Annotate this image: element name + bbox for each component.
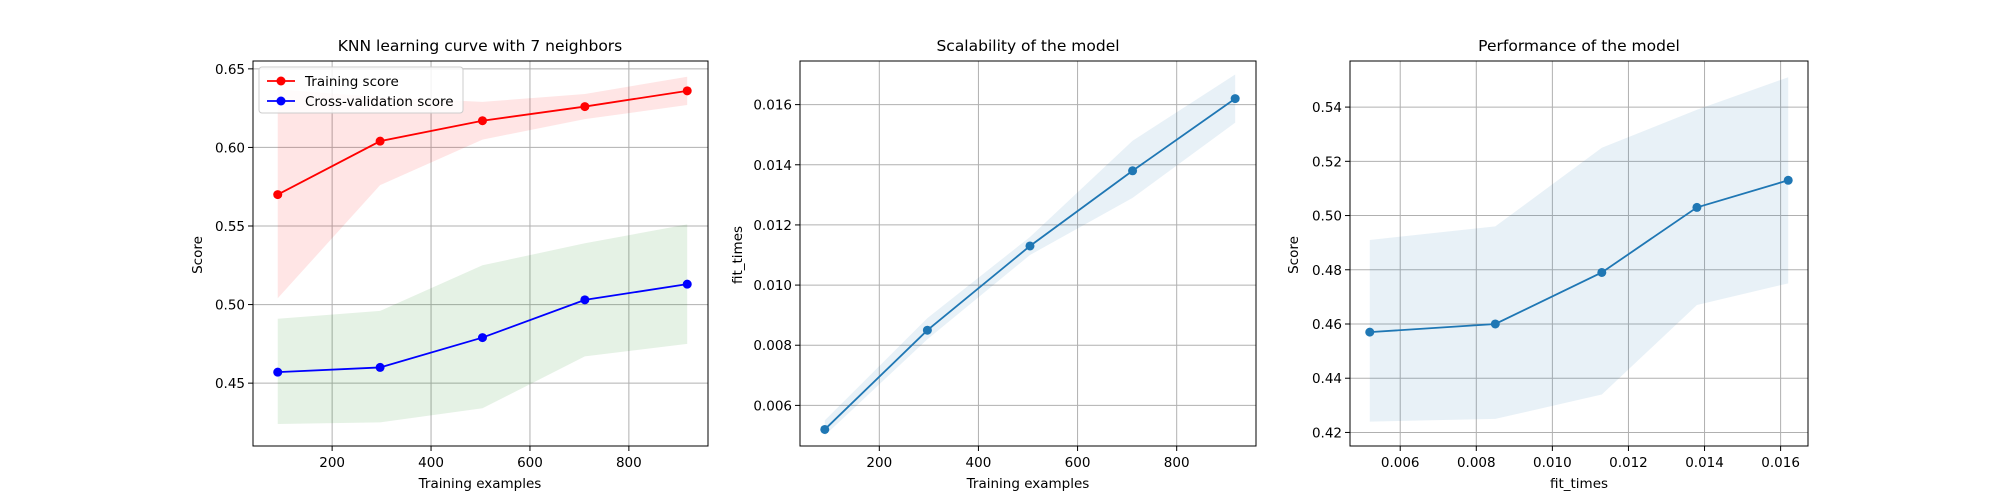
data-point bbox=[580, 295, 590, 305]
chart-scalability: Scalability of the model Training exampl… bbox=[730, 37, 1257, 492]
x-tick-label: 200 bbox=[319, 455, 345, 471]
legend: Training score Cross-validation score bbox=[258, 66, 464, 114]
y-tick-label: 0.55 bbox=[215, 219, 245, 235]
data-point bbox=[1365, 327, 1375, 337]
y-tick-label: 0.016 bbox=[753, 98, 792, 114]
y-tick-label: 0.65 bbox=[215, 62, 245, 78]
data-point bbox=[682, 86, 692, 96]
y-axis-label: fit_times bbox=[730, 226, 746, 284]
y-tick-label: 0.008 bbox=[753, 338, 792, 354]
x-tick-label: 0.016 bbox=[1761, 455, 1800, 471]
y-tick-label: 0.45 bbox=[215, 376, 245, 392]
chart-title: Performance of the model bbox=[1478, 37, 1680, 55]
legend-marker bbox=[276, 76, 286, 86]
data-point bbox=[1128, 166, 1138, 176]
y-tick-label: 0.60 bbox=[215, 140, 245, 156]
x-tick-label: 800 bbox=[1164, 455, 1190, 471]
y-tick-label: 0.48 bbox=[1312, 263, 1342, 279]
data-point bbox=[682, 279, 692, 289]
plot-frame bbox=[1349, 60, 1809, 447]
data-point bbox=[580, 102, 590, 112]
x-tick-label: 800 bbox=[616, 455, 642, 471]
x-tick-label: 0.012 bbox=[1609, 455, 1648, 471]
x-axis-label: Training examples bbox=[418, 476, 542, 492]
confidence-band bbox=[1369, 77, 1789, 422]
x-tick-label: 200 bbox=[866, 455, 892, 471]
y-tick-label: 0.014 bbox=[753, 158, 792, 174]
y-tick-label: 0.54 bbox=[1312, 100, 1342, 116]
y-tick-label: 0.52 bbox=[1312, 154, 1342, 170]
grid bbox=[800, 61, 1256, 446]
y-tick-label: 0.012 bbox=[753, 218, 792, 234]
data-point bbox=[273, 190, 283, 200]
y-tick-label: 0.42 bbox=[1312, 425, 1342, 441]
y-tick-label: 0.44 bbox=[1312, 371, 1342, 387]
data-point bbox=[1490, 319, 1500, 329]
grid bbox=[253, 61, 708, 446]
data-point bbox=[477, 116, 487, 126]
x-tick-label: 0.014 bbox=[1685, 455, 1724, 471]
x-tick-label: 400 bbox=[966, 455, 992, 471]
legend-marker bbox=[276, 96, 286, 106]
data-point bbox=[1783, 175, 1793, 185]
data-point bbox=[375, 362, 385, 372]
data-point bbox=[820, 424, 830, 434]
chart-title: Scalability of the model bbox=[936, 37, 1119, 55]
y-tick-label: 0.50 bbox=[215, 298, 245, 314]
data-point bbox=[1692, 202, 1702, 212]
data-point bbox=[273, 367, 283, 377]
chart-performance: Performance of the model fit_times Score… bbox=[1286, 37, 1809, 492]
data-point bbox=[477, 333, 487, 343]
x-tick-label: 0.008 bbox=[1457, 455, 1496, 471]
plot-frame bbox=[799, 60, 1257, 447]
y-tick-label: 0.010 bbox=[753, 278, 792, 294]
confidence-band bbox=[277, 76, 688, 299]
chart-title: KNN learning curve with 7 neighbors bbox=[338, 37, 623, 55]
plot-frame bbox=[252, 60, 709, 447]
y-tick-label: 0.006 bbox=[753, 398, 792, 414]
x-tick-label: 0.006 bbox=[1381, 455, 1420, 471]
confidence-band bbox=[824, 74, 1236, 436]
x-tick-label: 0.010 bbox=[1533, 455, 1572, 471]
data-point bbox=[922, 325, 932, 335]
x-tick-label: 600 bbox=[1065, 455, 1091, 471]
y-axis-label: Score bbox=[190, 236, 206, 274]
x-axis-label: fit_times bbox=[1550, 476, 1608, 492]
legend-label: Cross-validation score bbox=[305, 94, 454, 110]
chart-learning-curve: KNN learning curve with 7 neighbors Trai… bbox=[190, 37, 709, 492]
grid bbox=[1350, 61, 1808, 446]
data-point bbox=[1230, 94, 1240, 104]
x-axis-label: Training examples bbox=[966, 476, 1090, 492]
data-point bbox=[1025, 241, 1035, 251]
y-axis-label: Score bbox=[1286, 236, 1302, 274]
y-tick-label: 0.46 bbox=[1312, 317, 1342, 333]
x-tick-label: 600 bbox=[517, 455, 543, 471]
confidence-band bbox=[277, 224, 688, 424]
x-tick-label: 400 bbox=[418, 455, 444, 471]
legend-label: Training score bbox=[304, 74, 399, 90]
data-point bbox=[1597, 267, 1607, 277]
legend-box bbox=[258, 66, 464, 114]
data-point bbox=[375, 136, 385, 146]
y-tick-label: 0.50 bbox=[1312, 209, 1342, 225]
